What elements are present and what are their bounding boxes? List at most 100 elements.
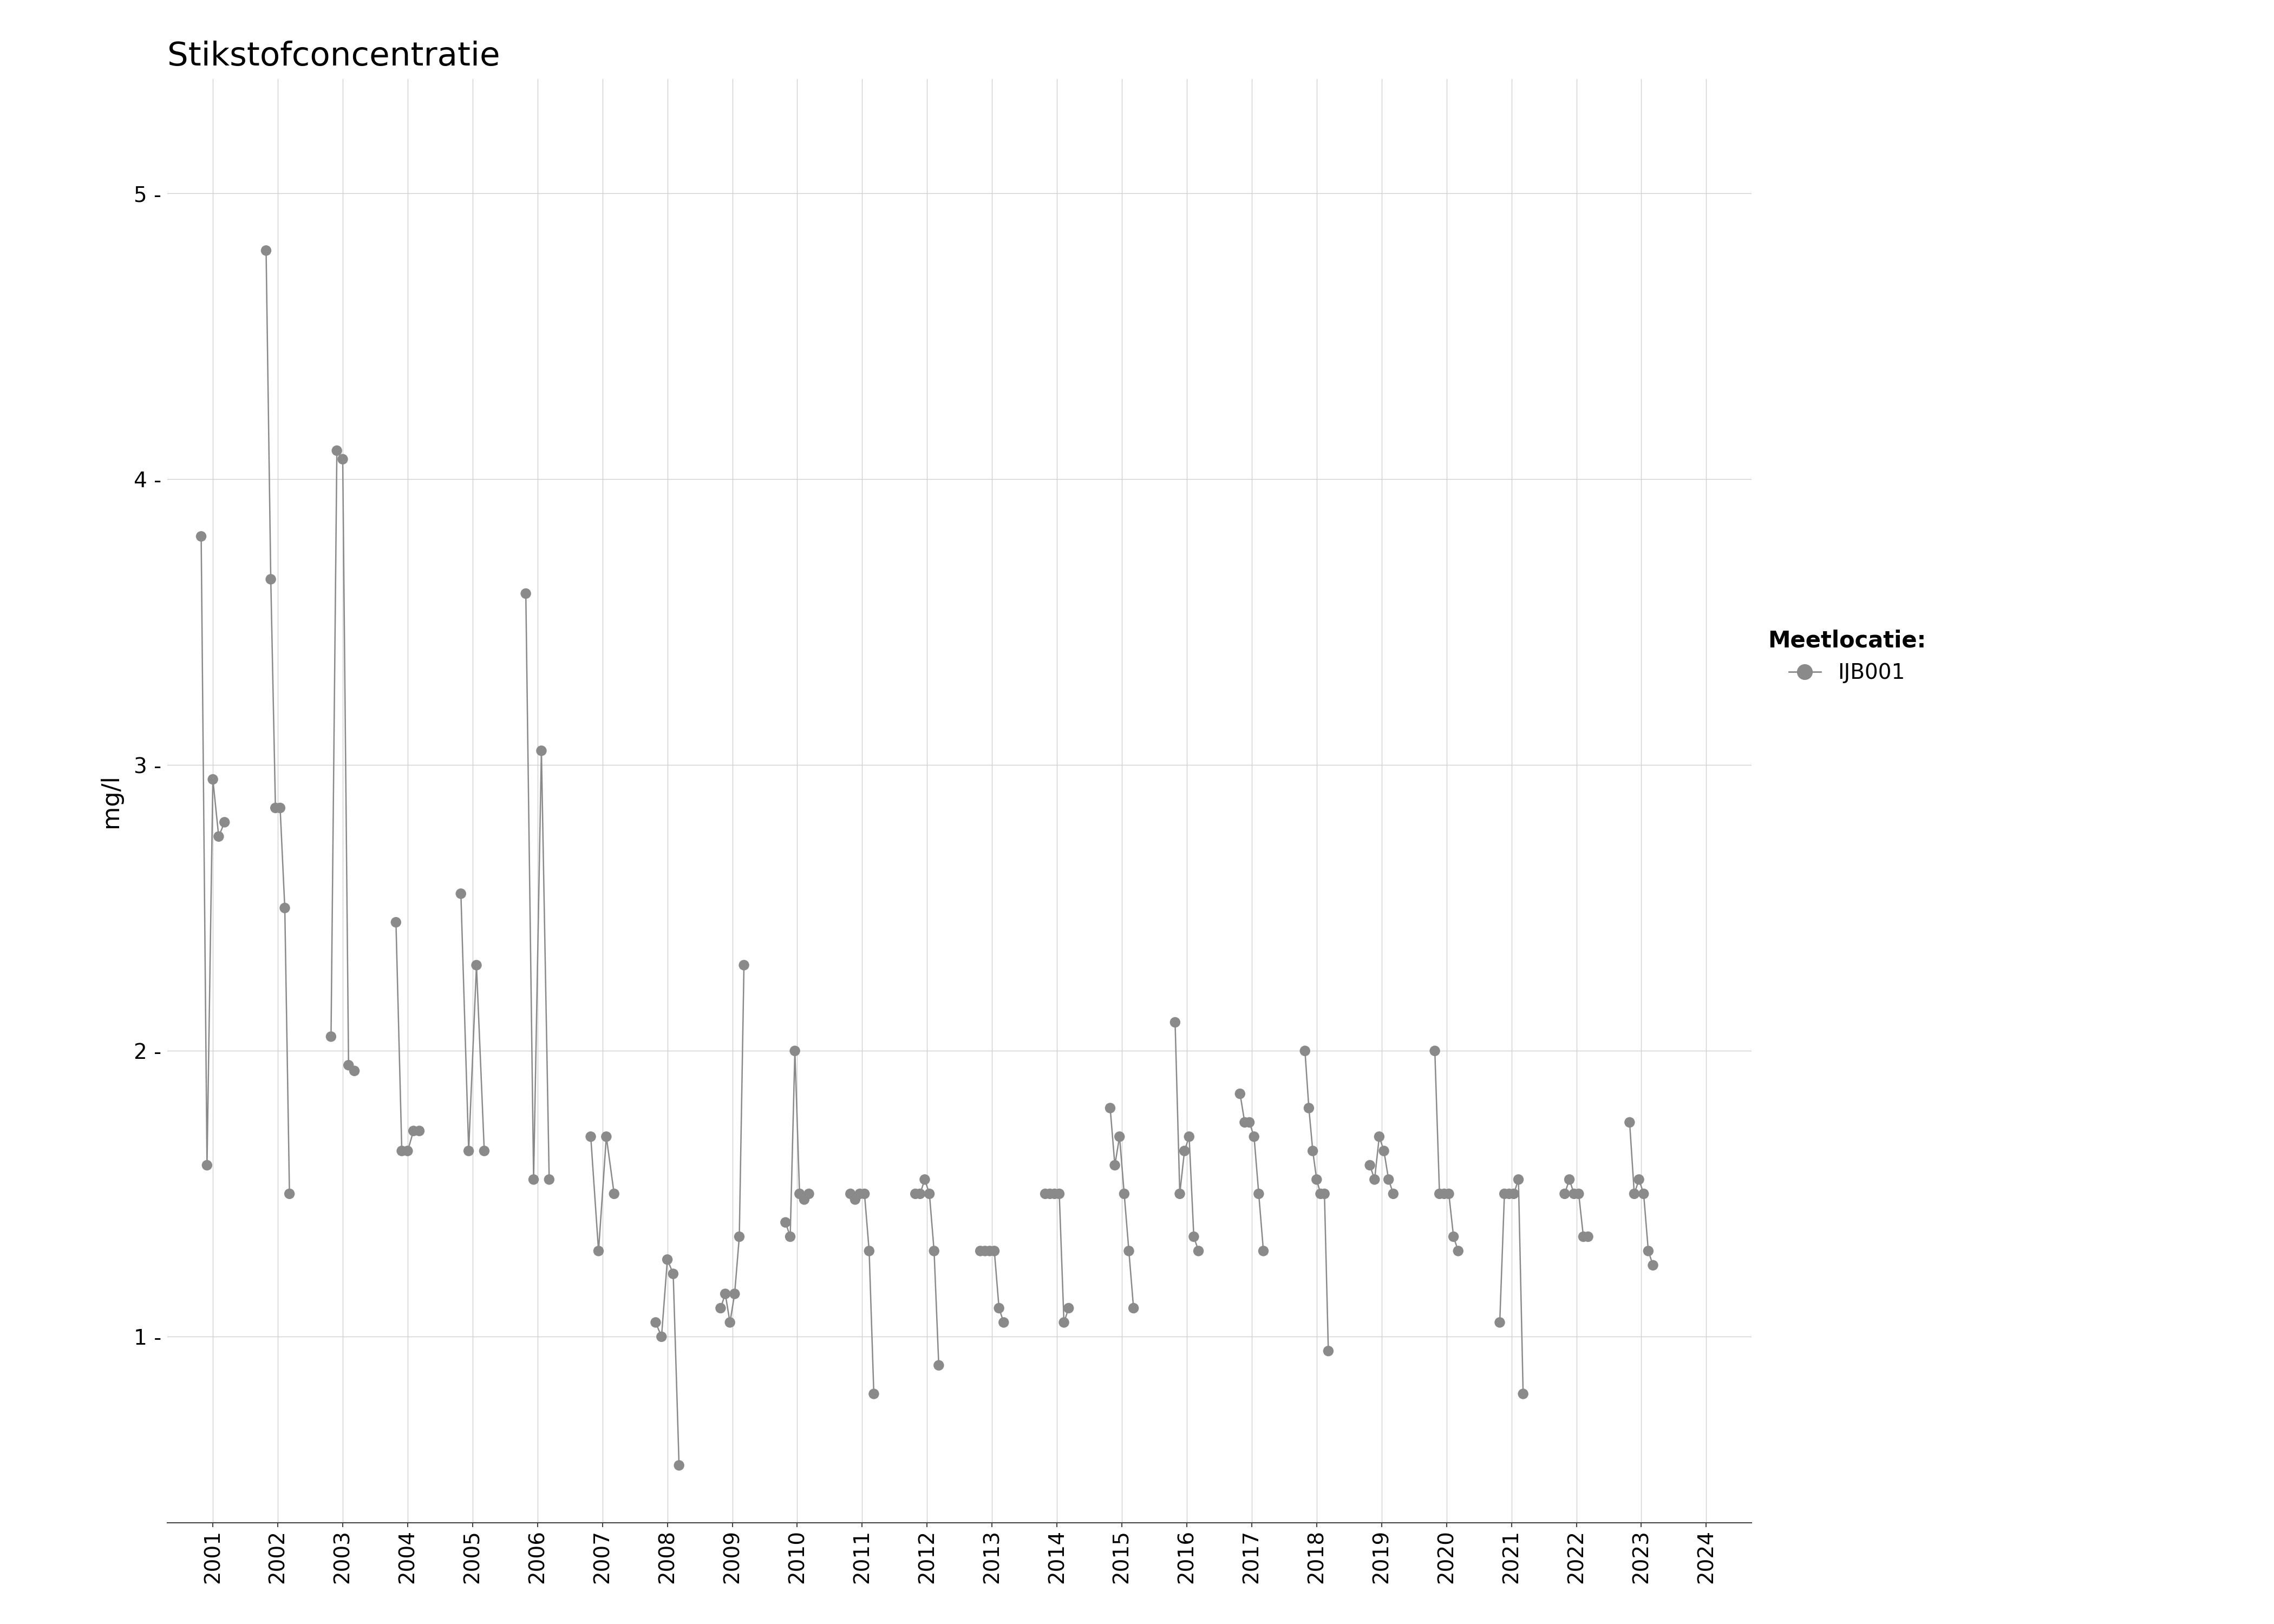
Point: [1105, 1181, 1142, 1207]
Point: [1235, 1124, 1271, 1150]
Point: [1635, 1252, 1671, 1278]
Point: [898, 1181, 935, 1207]
Point: [1171, 1124, 1207, 1150]
Point: [976, 1237, 1012, 1263]
Point: [1355, 1166, 1392, 1192]
Point: [389, 1138, 425, 1164]
Point: [648, 1247, 684, 1273]
Point: [1305, 1181, 1342, 1207]
Point: [1487, 1181, 1524, 1207]
Point: [1621, 1166, 1658, 1192]
Point: [787, 1187, 823, 1213]
Point: [1114, 1296, 1151, 1322]
Point: [1230, 1109, 1267, 1135]
Point: [921, 1353, 957, 1379]
Point: [1492, 1181, 1528, 1207]
Point: [1617, 1181, 1653, 1207]
Point: [318, 437, 355, 463]
Point: [1439, 1237, 1476, 1263]
Point: [589, 1124, 625, 1150]
Point: [1096, 1153, 1132, 1179]
Point: [459, 952, 496, 978]
Point: [1362, 1124, 1399, 1150]
Point: [837, 1187, 873, 1213]
Point: [662, 1452, 698, 1478]
Point: [1046, 1309, 1082, 1335]
Point: [703, 1296, 739, 1322]
Point: [1496, 1181, 1533, 1207]
Point: [637, 1309, 673, 1335]
Point: [1246, 1237, 1283, 1263]
Point: [1292, 1095, 1328, 1121]
Point: [1101, 1124, 1137, 1150]
Point: [580, 1237, 616, 1263]
Point: [1435, 1224, 1471, 1250]
Point: [1287, 1038, 1323, 1064]
Point: [262, 794, 298, 820]
Point: [1303, 1181, 1339, 1207]
Point: [1110, 1237, 1146, 1263]
Point: [248, 237, 284, 263]
Point: [1310, 1338, 1346, 1364]
Point: [1371, 1166, 1408, 1192]
Point: [1501, 1166, 1537, 1192]
Point: [1560, 1181, 1596, 1207]
Point: [655, 1260, 691, 1286]
Point: [1162, 1181, 1198, 1207]
Point: [196, 767, 232, 793]
Point: [644, 1324, 680, 1350]
Point: [443, 880, 480, 906]
Point: [1505, 1380, 1542, 1406]
Point: [466, 1138, 503, 1164]
Point: [707, 1281, 744, 1307]
Point: [314, 1023, 350, 1049]
Point: [1417, 1038, 1453, 1064]
Point: [855, 1380, 891, 1406]
Point: [907, 1166, 944, 1192]
Point: [1041, 1181, 1078, 1207]
Text: Stikstofconcentratie: Stikstofconcentratie: [168, 41, 500, 73]
Point: [396, 1117, 432, 1143]
Point: [596, 1181, 632, 1207]
Point: [1551, 1166, 1587, 1192]
Point: [1176, 1224, 1212, 1250]
Point: [846, 1181, 882, 1207]
Point: [1221, 1082, 1258, 1108]
Point: [1630, 1237, 1667, 1263]
Point: [532, 1166, 568, 1192]
Point: [207, 809, 243, 835]
Point: [916, 1237, 953, 1263]
Point: [782, 1181, 819, 1207]
Point: [791, 1181, 828, 1207]
Point: [384, 1138, 421, 1164]
Point: [1298, 1166, 1335, 1192]
Point: [200, 823, 236, 849]
Point: [980, 1296, 1016, 1322]
Point: [1167, 1138, 1203, 1164]
Point: [573, 1124, 609, 1150]
Point: [962, 1237, 998, 1263]
Point: [400, 1117, 437, 1143]
Point: [182, 523, 218, 549]
Point: [771, 1224, 807, 1250]
Point: [1051, 1296, 1087, 1322]
Point: [1426, 1181, 1462, 1207]
Point: [271, 1181, 307, 1207]
Legend: IJB001: IJB001: [1746, 609, 1947, 705]
Point: [325, 447, 362, 473]
Point: [1421, 1181, 1458, 1207]
Point: [1294, 1138, 1330, 1164]
Point: [337, 1057, 373, 1083]
Point: [725, 952, 762, 978]
Point: [252, 567, 289, 593]
Point: [1569, 1224, 1605, 1250]
Point: [850, 1237, 887, 1263]
Point: [1555, 1181, 1592, 1207]
Point: [1626, 1181, 1662, 1207]
Point: [377, 909, 414, 935]
Point: [832, 1181, 869, 1207]
Point: [1032, 1181, 1069, 1207]
Point: [1092, 1095, 1128, 1121]
Point: [985, 1309, 1021, 1335]
Point: [766, 1210, 803, 1236]
